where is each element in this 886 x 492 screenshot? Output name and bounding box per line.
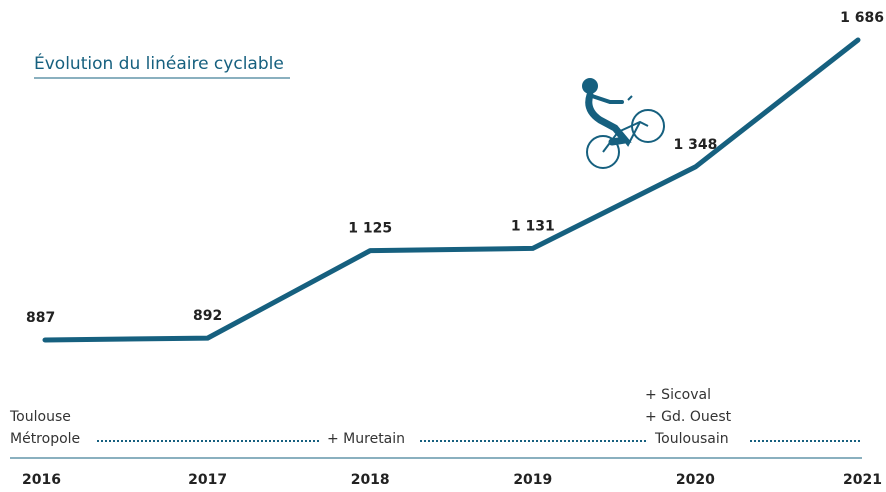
x-tick-label: 2018 — [351, 472, 390, 488]
data-label: 1 125 — [348, 221, 392, 237]
annotation: + Muretain — [327, 431, 405, 447]
data-line — [45, 40, 858, 340]
data-label: 887 — [26, 310, 55, 326]
data-label: 892 — [193, 308, 222, 324]
data-label: 1 348 — [673, 137, 717, 153]
page: {"chart_data": {"type": "line", "title":… — [0, 0, 886, 492]
annotation: + Gd. Ouest — [645, 409, 732, 425]
x-tick-label: 2020 — [676, 472, 715, 488]
x-tick-label: 2017 — [188, 472, 227, 488]
x-tick-label: 2021 — [843, 472, 882, 488]
x-tick-label: 2016 — [22, 472, 61, 488]
data-label: 1 131 — [511, 218, 555, 234]
annotation: Toulousain — [654, 431, 729, 447]
data-label: 1 686 — [840, 10, 884, 26]
x-tick-label: 2019 — [513, 472, 552, 488]
cyclist-icon — [582, 78, 664, 168]
annotation: + Sicoval — [645, 387, 711, 403]
chart: Évolution du linéaire cyclable 887 892 1 1… — [0, 0, 886, 492]
annotation: Toulouse — [9, 409, 71, 425]
annotation: Métropole — [10, 431, 80, 447]
chart-title: Évolution du linéaire cyclable — [34, 52, 284, 74]
